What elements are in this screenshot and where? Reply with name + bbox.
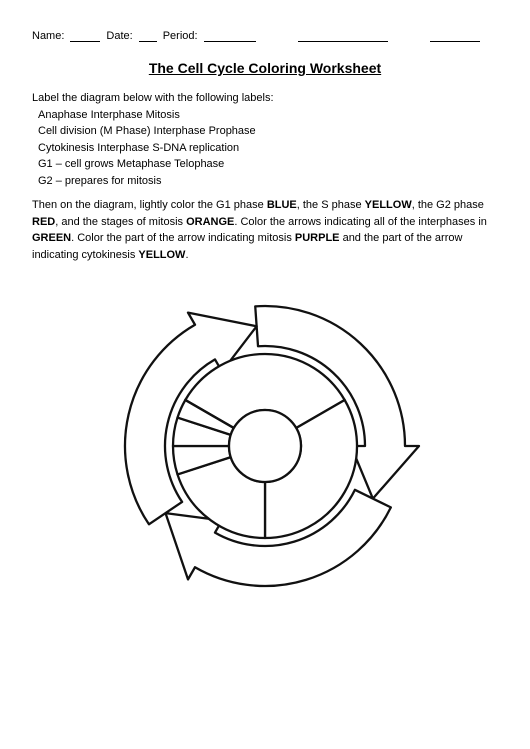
extra-blank-1[interactable]: [298, 30, 388, 42]
cycle-svg: [100, 281, 430, 611]
period-blank[interactable]: [204, 30, 256, 42]
date-label: Date:: [106, 30, 132, 42]
coloring-instructions: Then on the diagram, lightly color the G…: [32, 197, 498, 263]
name-label: Name:: [32, 30, 64, 42]
label-line-3: G1 – cell grows Metaphase Telophase: [32, 156, 224, 173]
label-line-0: Anaphase Interphase Mitosis: [32, 107, 180, 124]
intro-text: Label the diagram below with the followi…: [32, 92, 274, 104]
worksheet-title: The Cell Cycle Coloring Worksheet: [32, 60, 498, 76]
date-blank-a[interactable]: [139, 30, 157, 42]
label-line-2: Cytokinesis Interphase S-DNA replication: [32, 140, 239, 157]
extra-blank-2[interactable]: [430, 30, 480, 42]
name-blank[interactable]: [70, 30, 100, 42]
label-line-4: G2 – prepares for mitosis: [32, 173, 162, 190]
period-label: Period:: [163, 30, 198, 42]
label-line-1: Cell division (M Phase) Interphase Proph…: [32, 123, 256, 140]
worksheet-page: Name: Date: Period: The Cell Cycle Color…: [0, 0, 530, 749]
intro-block: Label the diagram below with the followi…: [32, 90, 498, 189]
header-fields: Name: Date: Period:: [32, 30, 498, 42]
cell-cycle-diagram: [32, 281, 498, 611]
